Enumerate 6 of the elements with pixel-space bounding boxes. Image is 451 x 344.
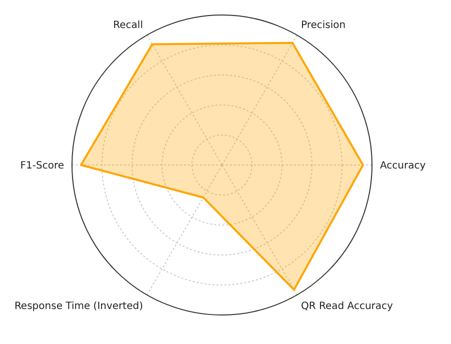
spoke-label: QR Read Accuracy: [301, 300, 394, 312]
spoke-label: Accuracy: [380, 160, 426, 172]
spoke-label: Response Time (Inverted): [14, 300, 144, 312]
spoke-label: Precision: [301, 20, 346, 32]
spoke-label: F1-Score: [20, 160, 64, 172]
spoke-label: Recall: [113, 20, 143, 32]
